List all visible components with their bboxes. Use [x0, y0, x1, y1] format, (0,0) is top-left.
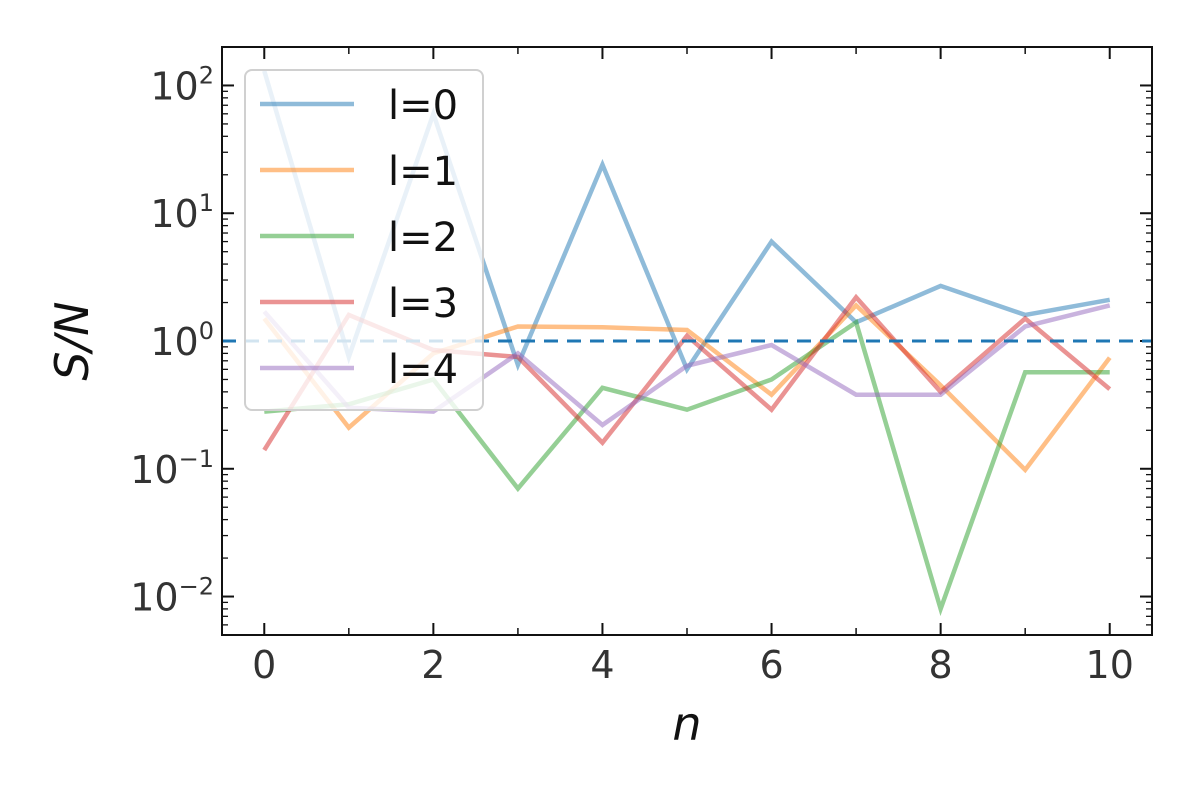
- legend-label-4: l=4: [388, 347, 458, 393]
- y-tick-label-base: 10: [150, 320, 198, 364]
- plot-frame: [221, 46, 1153, 636]
- y-tick-label: 10−1: [130, 445, 214, 492]
- legend-label-0: l=0: [388, 83, 458, 129]
- x-tick-label: 6: [759, 643, 783, 687]
- x-axis-label: n: [672, 697, 701, 751]
- x-tick-label: 2: [421, 643, 445, 687]
- y-axis-label: S/N: [45, 301, 99, 380]
- y-tick-label-base: 10: [150, 64, 198, 108]
- legend-box: [244, 69, 484, 411]
- y-tick-label-exponent: 2: [199, 61, 214, 89]
- y-tick-label-exponent: −1: [179, 445, 214, 473]
- x-tick-label: 10: [1086, 643, 1134, 687]
- y-tick-label: 100: [150, 317, 214, 364]
- legend-label-2: l=2: [388, 215, 458, 261]
- x-tick-label: 0: [252, 643, 276, 687]
- y-tick-label-base: 10: [130, 448, 178, 492]
- legend-label-1: l=1: [388, 149, 458, 195]
- legend: l=0 l=1 l=2 l=3 l=4: [244, 69, 484, 411]
- y-tick-label-exponent: 1: [199, 189, 214, 217]
- y-tick-label: 10−2: [130, 573, 214, 620]
- legend-label-3: l=3: [388, 281, 458, 327]
- y-tick-label-base: 10: [130, 576, 178, 620]
- x-tick-label: 8: [929, 643, 953, 687]
- y-tick-label-exponent: 0: [199, 317, 214, 345]
- y-tick-label-exponent: −2: [179, 573, 214, 601]
- y-tick-label-base: 10: [150, 192, 198, 236]
- y-tick-label: 101: [150, 189, 214, 236]
- x-tick-label: 4: [590, 643, 614, 687]
- y-tick-label: 102: [150, 61, 214, 108]
